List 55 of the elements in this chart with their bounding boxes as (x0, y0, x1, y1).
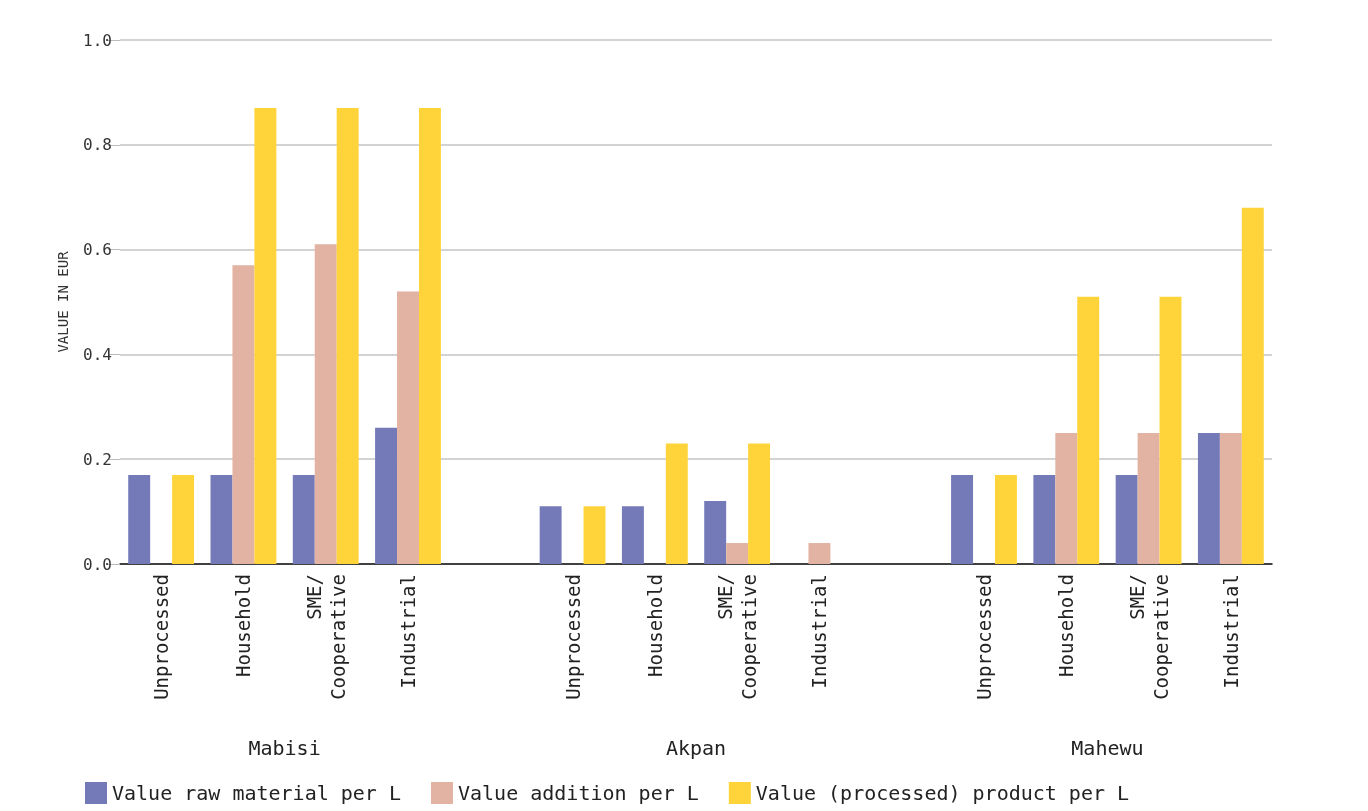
x-tick-label: Household (643, 574, 666, 677)
bar (232, 265, 255, 564)
x-tick-label: Industrial (397, 574, 419, 689)
y-tick-label: 0.4 (83, 344, 112, 364)
bar (1219, 433, 1242, 564)
bar (254, 108, 277, 564)
bar (172, 474, 195, 564)
x-tick-label: Household (1055, 574, 1078, 677)
x-tick-label: Unprocessed (561, 574, 584, 700)
bar (808, 543, 831, 564)
x-tick-label: SME/ Cooperative (714, 574, 761, 700)
x-tick-label: Industrial (808, 574, 831, 689)
bar (665, 443, 688, 564)
x-tick-label: Household (232, 574, 255, 677)
legend-label: Value addition per L (457, 781, 699, 805)
text: Mahewu (1071, 736, 1144, 760)
x-tick-label: Unprocessed (150, 574, 173, 700)
legend-label: Value raw material per L (112, 781, 401, 805)
y-tick-label: 0.0 (83, 554, 112, 574)
bar (336, 108, 359, 564)
bar (1115, 474, 1138, 564)
x-tick-label: SME/ Cooperative (302, 574, 349, 700)
bar (128, 474, 151, 564)
y-tick-label: 1.0 (83, 30, 112, 50)
bar (210, 474, 233, 564)
y-tick-label: 0.6 (83, 240, 112, 260)
bar (1055, 433, 1078, 564)
x-tick-label: Industrial (1219, 574, 1242, 689)
text: Akpan (665, 736, 727, 760)
y-tick-label: 0.2 (83, 449, 112, 469)
x-tick-label: Unprocessed (973, 574, 995, 700)
bar (1137, 433, 1160, 564)
bar (539, 506, 562, 564)
bar (1159, 296, 1182, 564)
bar (314, 244, 337, 564)
bar (1197, 433, 1220, 564)
bar (397, 291, 419, 564)
x-tick-label: SME/ Cooperative (1125, 574, 1172, 700)
bar (621, 506, 644, 564)
bar (994, 474, 1017, 564)
bar (704, 501, 727, 564)
y-tick-label: 0.8 (83, 135, 112, 155)
bar (748, 443, 771, 564)
bar (583, 506, 606, 564)
bar (1033, 474, 1056, 564)
bar (726, 543, 749, 564)
bar (292, 474, 315, 564)
bar (1241, 207, 1264, 564)
bar (375, 427, 398, 564)
y-axis-title: VALUE IN EUR (55, 250, 71, 353)
bar (951, 474, 974, 564)
bar (1077, 296, 1100, 564)
bar (418, 108, 441, 564)
legend-label: Value (processed) product per L (755, 781, 1130, 805)
text: Mabisi (248, 736, 321, 760)
